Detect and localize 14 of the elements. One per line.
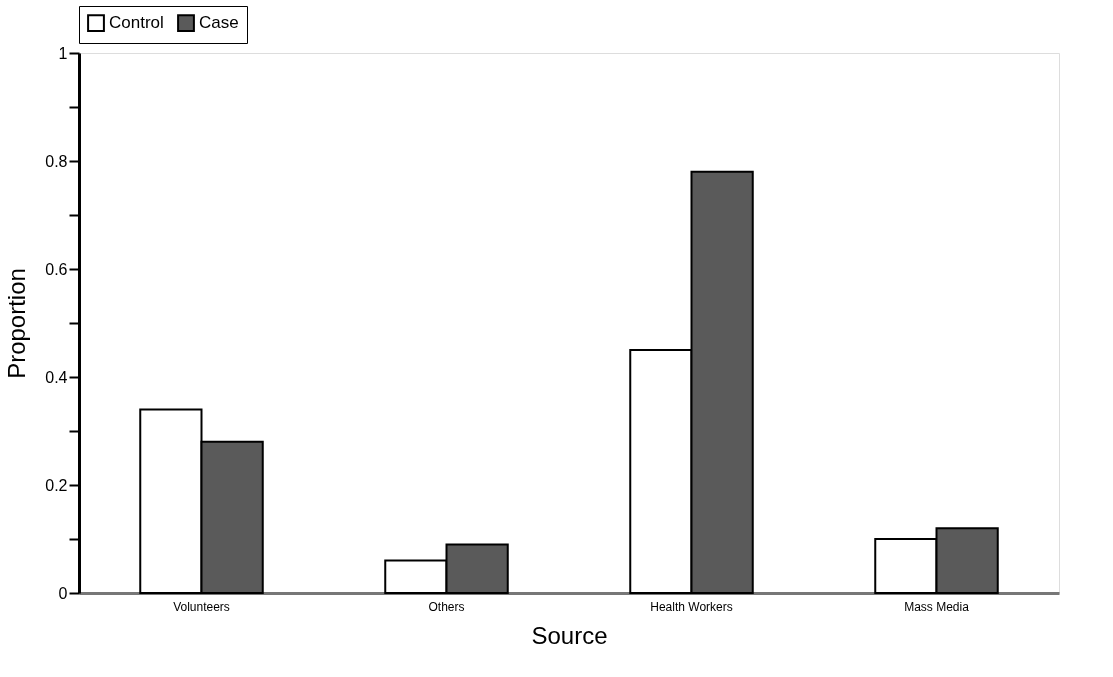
y-tick-label: 0.4 (45, 368, 68, 386)
x-tick-label: Others (428, 599, 465, 614)
x-tick-label: Volunteers (173, 599, 230, 614)
y-tick-label: 1 (58, 44, 68, 62)
x-tick-label: Mass Media (904, 599, 970, 614)
x-tick-label: Health Workers (650, 599, 733, 614)
y-tick-label: 0.6 (45, 260, 68, 278)
legend-label: Control (109, 13, 164, 33)
y-tick-label: 0.2 (45, 476, 68, 494)
y-axis-title: Proportion (3, 268, 31, 379)
legend-label: Case (199, 13, 239, 33)
x-axis-title: Source (531, 621, 608, 649)
y-tick-label: 0 (58, 584, 68, 602)
y-tick-label: 0.8 (45, 152, 68, 170)
